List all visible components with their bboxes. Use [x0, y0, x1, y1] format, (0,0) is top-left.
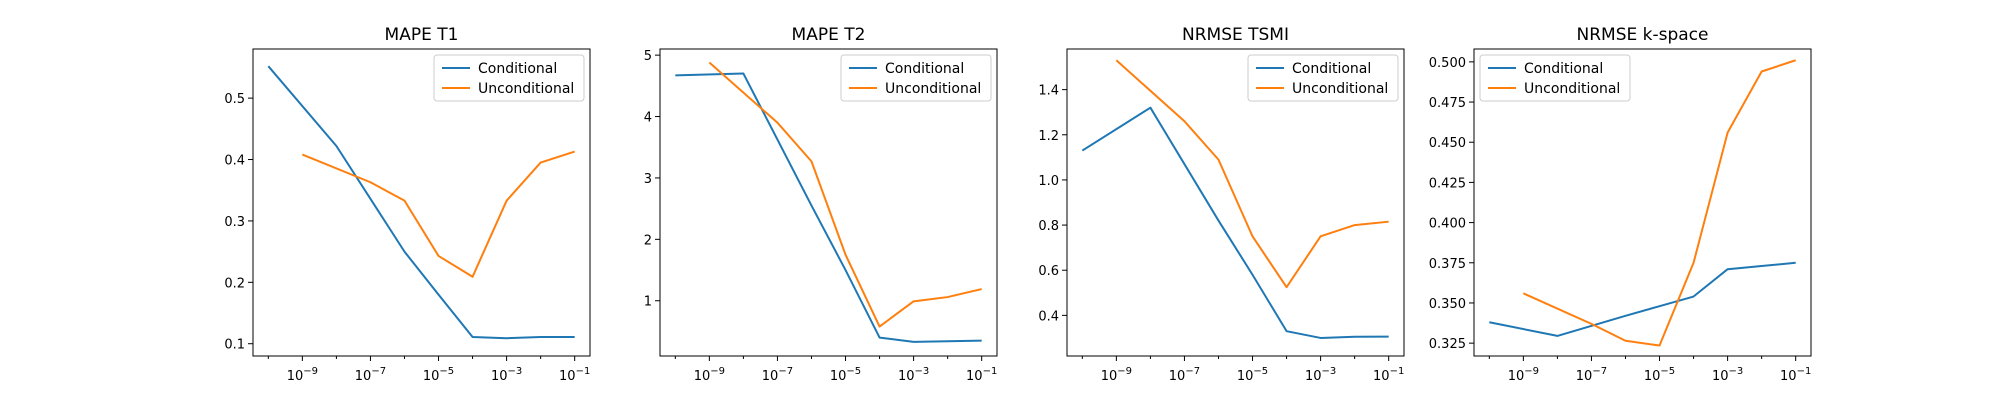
chart-panel-3: NRMSE TSMI 10−9 10−7 10−5 10−3 10−1 0.4 0.6 0.8 1… — [1038, 25, 1405, 384]
legend-box — [840, 54, 992, 102]
legend-label: Unconditional — [478, 81, 574, 97]
legend-label: Conditional — [478, 61, 557, 77]
x-tick-label: 10−9 — [1101, 366, 1132, 384]
x-tick-label: 10−7 — [355, 366, 386, 384]
y-tick-label: 0.350 — [1429, 297, 1466, 312]
chart-title: NRMSE k-space — [1577, 25, 1709, 45]
y-tick-label: 0.400 — [1429, 217, 1466, 232]
y-tick-label: 0.6 — [1038, 264, 1059, 279]
x-tick-label: 10−5 — [423, 366, 454, 384]
y-tick-label: 1.2 — [1038, 129, 1059, 144]
y-tick-label: 0.450 — [1429, 136, 1466, 151]
x-tick-label: 10−9 — [287, 366, 318, 384]
legend-label: Unconditional — [1524, 81, 1620, 97]
series-line-conditional — [1081, 106, 1389, 339]
axes-frame — [1066, 48, 1405, 357]
x-tick-label: 10−1 — [559, 366, 590, 384]
y-tick-label: 2 — [644, 233, 652, 248]
x-tick-label: 10−7 — [762, 366, 793, 384]
series-line-unconditional — [1522, 59, 1796, 347]
x-tick-label: 10−3 — [1712, 366, 1743, 384]
legend-label: Conditional — [885, 61, 964, 77]
x-tick-label: 10−3 — [1305, 366, 1336, 384]
x-tick-label: 10−1 — [1780, 366, 1811, 384]
chart-panel-2: MAPE T2 10−9 10−7 10−5 10−3 10−1 1 2 3 4 5 Conditio… — [644, 25, 998, 384]
y-tick-label: 0.500 — [1429, 56, 1466, 71]
y-tick-label: 1 — [644, 295, 652, 310]
legend: Conditional Unconditional — [1247, 54, 1399, 102]
x-tick-label: 10−5 — [1644, 366, 1675, 384]
y-tick-label: 4 — [644, 111, 652, 126]
y-tick-label: 0.3 — [224, 215, 245, 230]
series-line-conditional — [675, 72, 982, 343]
chart-title: NRMSE TSMI — [1182, 25, 1289, 45]
legend: Conditional Unconditional — [433, 54, 585, 102]
y-tick-label: 0.475 — [1429, 96, 1466, 111]
legend: Conditional Unconditional — [1479, 54, 1631, 102]
legend-label: Unconditional — [885, 81, 981, 97]
legend-box — [433, 54, 585, 102]
y-tick-label: 1.0 — [1038, 174, 1059, 189]
series-line-unconditional — [1115, 59, 1389, 289]
y-tick-label: 0.4 — [1038, 309, 1059, 324]
legend-label: Conditional — [1292, 61, 1371, 77]
y-tick-label: 0.1 — [224, 338, 245, 353]
y-tick-label: 0.2 — [224, 276, 245, 291]
axes-frame — [252, 48, 591, 357]
x-tick-label: 10−1 — [1373, 366, 1404, 384]
legend-box — [1247, 54, 1399, 102]
chart-title: MAPE T1 — [385, 25, 459, 45]
series-line-conditional — [267, 65, 575, 340]
axes-frame — [1473, 48, 1812, 357]
x-tick-label: 10−5 — [830, 366, 861, 384]
x-tick-label: 10−5 — [1237, 366, 1268, 384]
x-tick-label: 10−9 — [1508, 366, 1539, 384]
y-tick-label: 0.425 — [1429, 176, 1466, 191]
x-tick-label: 10−9 — [694, 366, 725, 384]
y-tick-label: 0.375 — [1429, 257, 1466, 272]
legend-label: Conditional — [1524, 61, 1603, 77]
y-tick-label: 0.5 — [224, 92, 245, 107]
y-tick-label: 5 — [644, 49, 652, 64]
chart-panel-1: MAPE T1 10−9 10−7 10−5 10−3 10−1 0.1 0.2 0.3 0.4 0… — [224, 25, 591, 384]
x-tick-label: 10−7 — [1576, 366, 1607, 384]
y-tick-label: 0.8 — [1038, 219, 1059, 234]
x-tick-label: 10−7 — [1169, 366, 1200, 384]
chart-panel-4: NRMSE k-space 10−9 10−7 10−5 10−3 10−1 0.325 0.… — [1429, 25, 1812, 384]
x-tick-label: 10−3 — [898, 366, 929, 384]
y-tick-label: 0.4 — [224, 154, 245, 169]
legend-box — [1479, 54, 1631, 102]
legend-label: Unconditional — [1292, 81, 1388, 97]
y-tick-label: 0.325 — [1429, 337, 1466, 352]
series-line-unconditional — [301, 150, 575, 278]
y-tick-label: 3 — [644, 172, 652, 187]
legend: Conditional Unconditional — [840, 54, 992, 102]
y-tick-label: 1.4 — [1038, 84, 1059, 99]
x-tick-label: 10−3 — [491, 366, 522, 384]
series-line-conditional — [1489, 261, 1796, 337]
chart-title: MAPE T2 — [792, 25, 866, 45]
axes-frame — [659, 48, 998, 357]
x-tick-label: 10−1 — [966, 366, 997, 384]
series-line-unconditional — [708, 61, 982, 328]
